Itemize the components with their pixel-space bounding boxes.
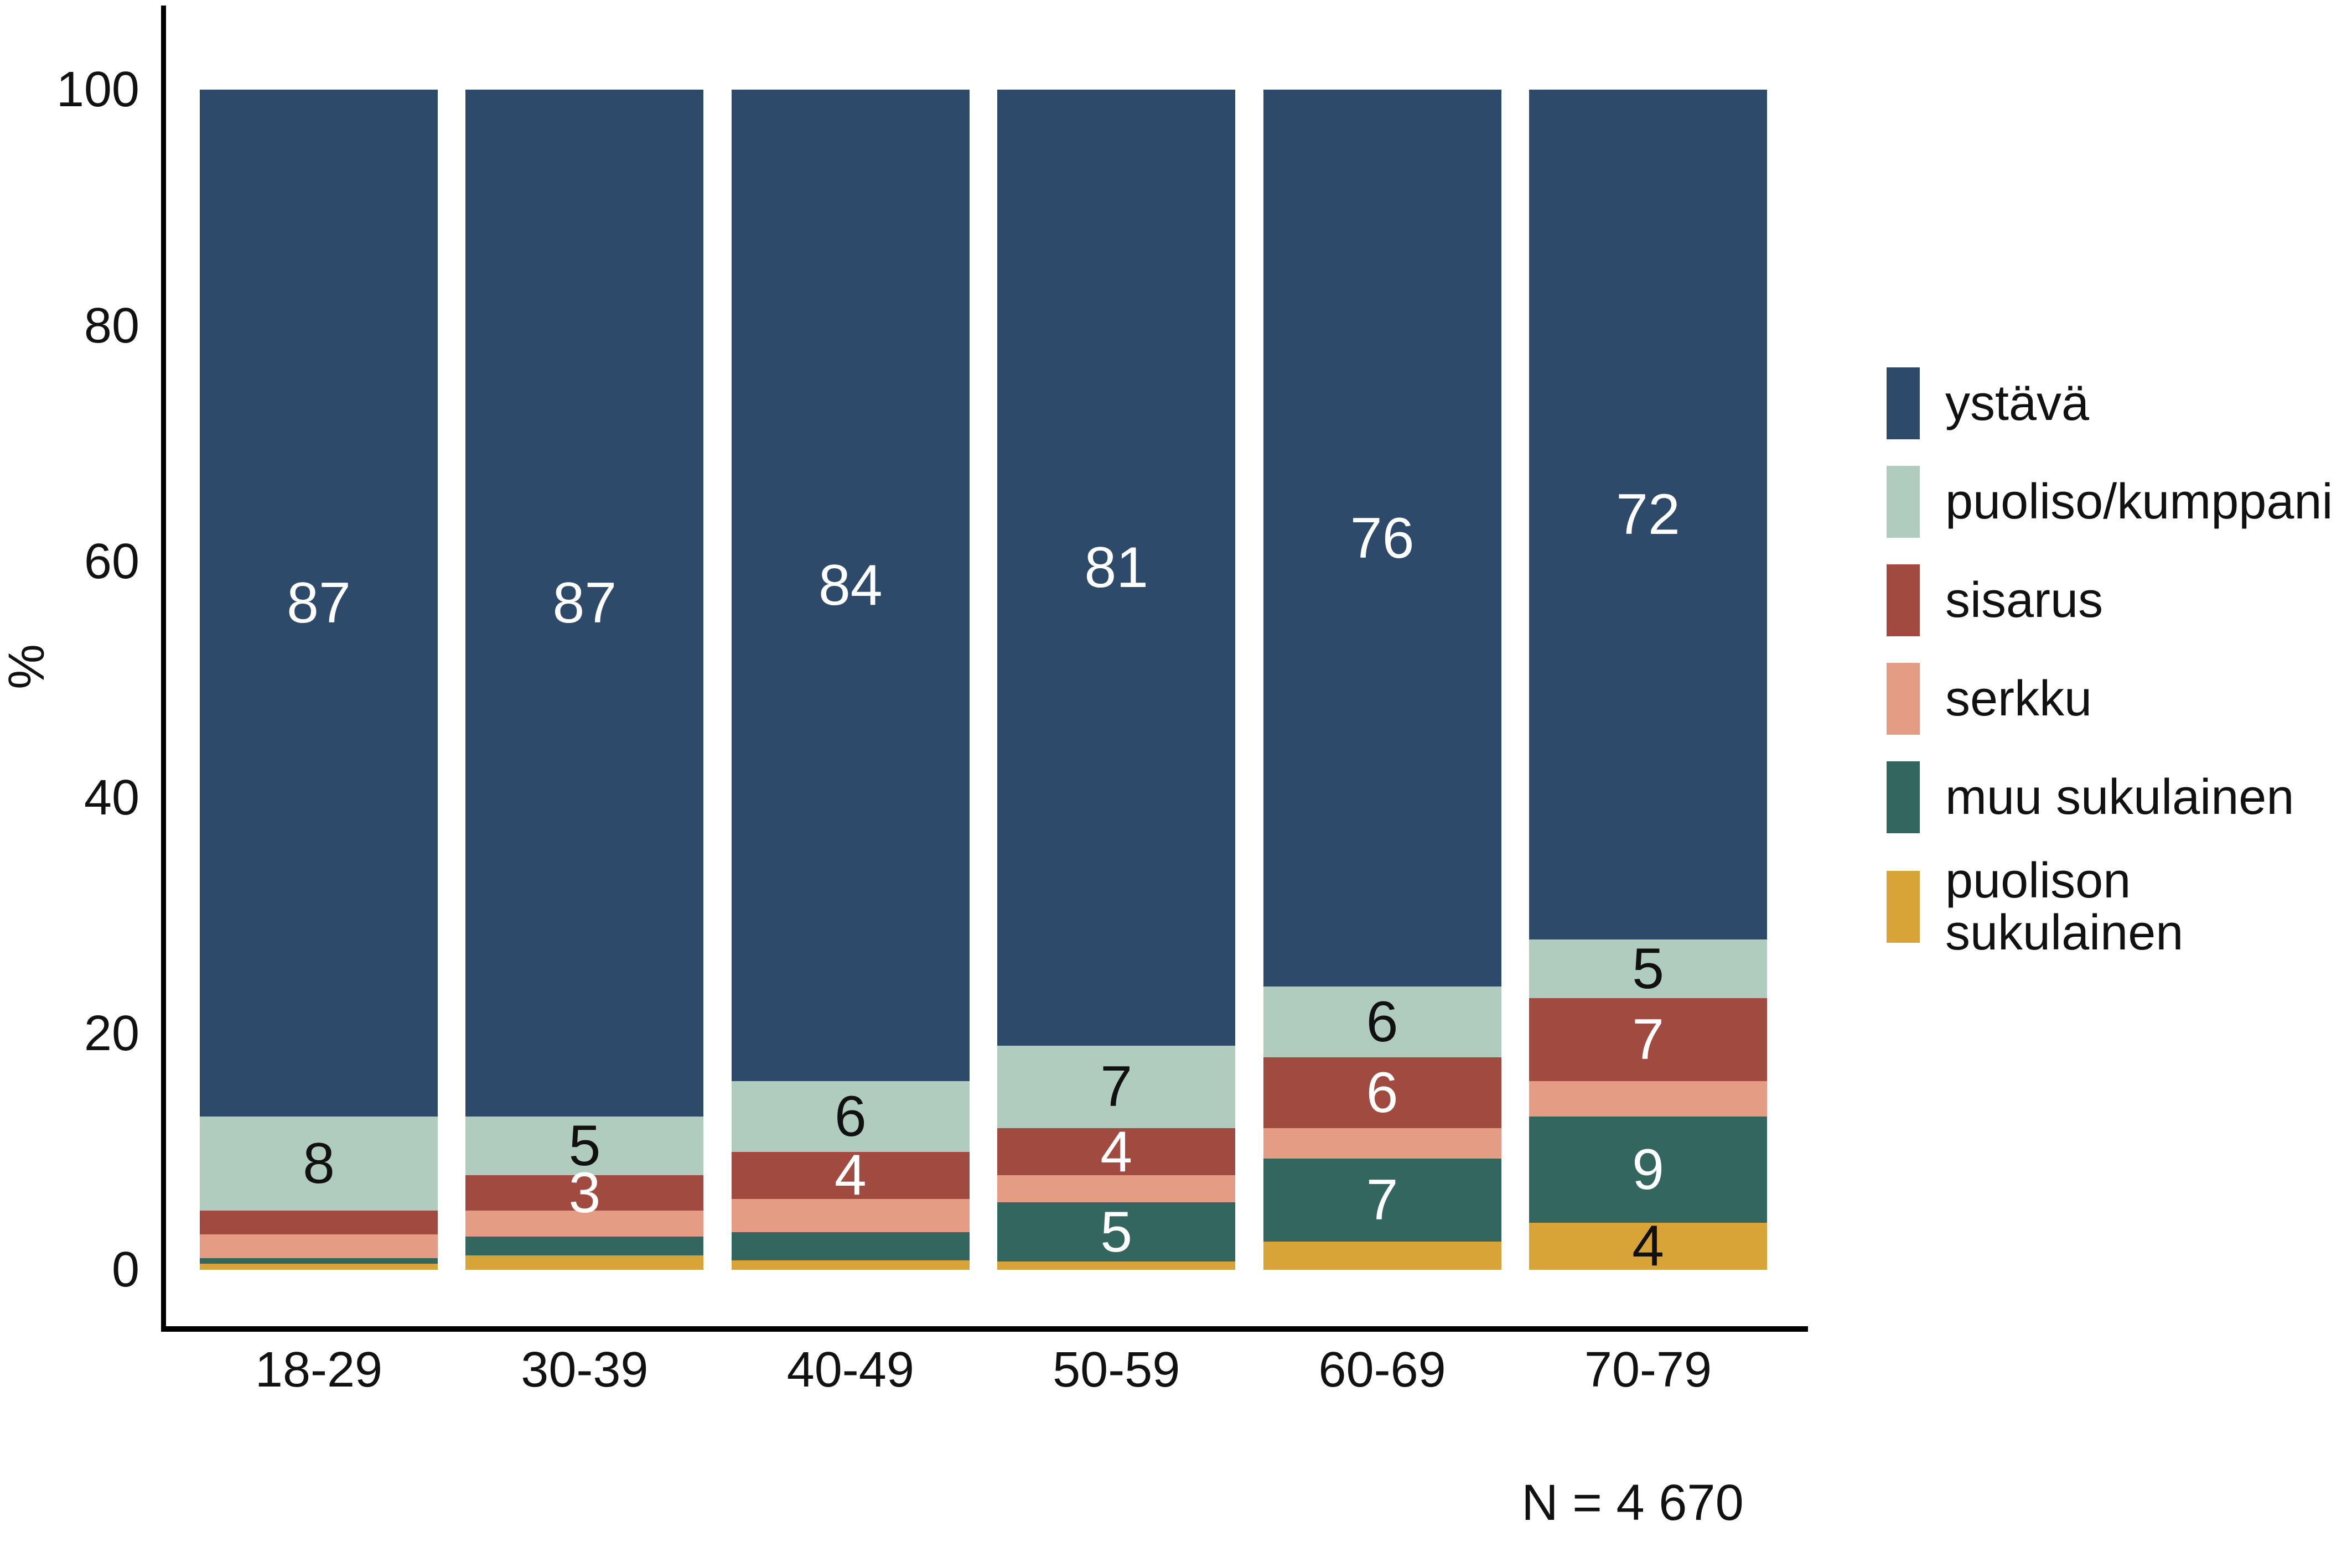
segment-serkku-50-59 [997, 1175, 1236, 1203]
segment-puolison-sukulainen-50-59 [997, 1261, 1236, 1270]
segment-value-label: 81 [1084, 535, 1149, 600]
legend-swatch-yst-v- [1887, 367, 1920, 439]
segment-value-label: 6 [1366, 990, 1398, 1055]
x-tick-label-18-29: 18-29 [255, 1342, 383, 1398]
segment-yst-v--30-39: 87 [465, 90, 704, 1117]
segment-puoliso-kumppani-50-59: 7 [997, 1045, 1236, 1129]
segment-puoliso-kumppani-30-39: 5 [465, 1114, 704, 1178]
segment-serkku-30-39 [465, 1211, 704, 1237]
y-axis-title: % [0, 644, 55, 689]
y-tick-label-40: 40 [84, 770, 139, 825]
legend-label-puolison-sukulainen: puolison sukulainen [1945, 853, 2184, 960]
segment-value-label: 84 [818, 553, 883, 617]
legend-label-yst-v-: ystävä [1945, 376, 2090, 431]
segment-yst-v--18-29: 87 [200, 90, 438, 1117]
segment-value-label: 9 [1632, 1137, 1664, 1202]
y-tick-label-0: 0 [111, 1242, 139, 1297]
segment-sisarus-40-49: 4 [731, 1146, 970, 1204]
segment-puoliso-kumppani-18-29: 8 [200, 1116, 438, 1211]
segment-value-label: 4 [1632, 1214, 1664, 1279]
segment-muu-sukulainen-18-29 [200, 1258, 438, 1264]
segment-value-label: 7 [1632, 1008, 1664, 1072]
segment-puolison-sukulainen-70-79: 4 [1529, 1217, 1767, 1275]
segment-value-label: 72 [1616, 482, 1680, 547]
segment-sisarus-30-39: 3 [465, 1164, 704, 1222]
x-tick-label-50-59: 50-59 [1053, 1342, 1180, 1398]
bar-60-69: 76 6 6 7 [1263, 90, 1501, 1270]
y-tick-label-80: 80 [84, 298, 139, 354]
segment-puolison-sukulainen-18-29 [200, 1264, 438, 1270]
segment-yst-v--50-59: 81 [997, 90, 1236, 1046]
y-tick-label-100: 100 [56, 62, 139, 117]
legend-label-puoliso-kumppani: puoliso/kumppani [1945, 474, 2333, 529]
segment-yst-v--60-69: 76 [1263, 90, 1501, 987]
y-tick-label-20: 20 [84, 1006, 139, 1062]
segment-muu-sukulainen-40-49 [731, 1232, 970, 1260]
segment-serkku-60-69 [1263, 1128, 1501, 1159]
bar-40-49: 84 6 4 [731, 90, 970, 1270]
segment-sisarus-60-69: 6 [1263, 1057, 1501, 1129]
segment-muu-sukulainen-50-59: 5 [997, 1200, 1236, 1264]
segment-value-label: 4 [834, 1143, 867, 1208]
segment-puolison-sukulainen-30-39 [465, 1255, 704, 1270]
segment-value-label: 87 [287, 570, 351, 635]
legend-swatch-puolison-sukulainen [1887, 871, 1920, 943]
bar-30-39: 87 5 3 [465, 90, 704, 1270]
bar-50-59: 81 7 4 5 [997, 90, 1236, 1270]
segment-puolison-sukulainen-60-69 [1263, 1241, 1501, 1270]
x-tick-label-30-39: 30-39 [521, 1342, 649, 1398]
segment-sisarus-70-79: 7 [1529, 998, 1767, 1081]
segment-value-label: 7 [1100, 1055, 1133, 1119]
segment-value-label: 5 [568, 1114, 601, 1178]
segment-value-label: 5 [1632, 937, 1664, 1001]
segment-sisarus-50-59: 4 [997, 1123, 1236, 1181]
y-axis-line [161, 6, 166, 1332]
segment-serkku-70-79 [1529, 1081, 1767, 1117]
x-axis-line [161, 1326, 1808, 1332]
segment-value-label: 6 [1366, 1061, 1398, 1125]
legend-label-muu-sukulainen: muu sukulainen [1945, 770, 2294, 825]
segment-sisarus-18-29 [200, 1211, 438, 1234]
segment-serkku-18-29 [200, 1234, 438, 1258]
segment-value-label: 87 [552, 570, 617, 635]
segment-yst-v--40-49: 84 [731, 90, 970, 1081]
sample-size-note: N = 4 670 [1521, 1474, 1744, 1531]
legend-swatch-muu-sukulainen [1887, 761, 1920, 833]
segment-muu-sukulainen-60-69: 7 [1263, 1159, 1501, 1242]
segment-yst-v--70-79: 72 [1529, 90, 1767, 939]
segment-value-label: 5 [1100, 1200, 1133, 1264]
segment-value-label: 8 [303, 1131, 335, 1196]
segment-puoliso-kumppani-70-79: 5 [1529, 939, 1767, 999]
segment-value-label: 76 [1350, 506, 1415, 570]
legend-swatch-serkku [1887, 663, 1920, 735]
segment-serkku-40-49 [731, 1199, 970, 1232]
y-tick-label-60: 60 [84, 534, 139, 590]
bar-18-29: 87 8 [200, 90, 438, 1270]
x-tick-label-70-79: 70-79 [1584, 1342, 1712, 1398]
segment-muu-sukulainen-70-79: 9 [1529, 1116, 1767, 1223]
segment-value-label: 6 [834, 1084, 867, 1149]
legend-label-sisarus: sisarus [1945, 573, 2104, 628]
x-tick-label-60-69: 60-69 [1318, 1342, 1446, 1398]
segment-puoliso-kumppani-60-69: 6 [1263, 987, 1501, 1058]
segment-puoliso-kumppani-40-49: 6 [731, 1081, 970, 1152]
bar-70-79: 72 5 7 9 4 [1529, 90, 1767, 1275]
legend-label-serkku: serkku [1945, 671, 2092, 726]
segment-value-label: 4 [1100, 1119, 1133, 1184]
segment-value-label: 7 [1366, 1168, 1398, 1233]
segment-muu-sukulainen-30-39 [465, 1237, 704, 1256]
legend-swatch-sisarus [1887, 564, 1920, 636]
x-tick-label-40-49: 40-49 [786, 1342, 914, 1398]
legend-swatch-puoliso-kumppani [1887, 466, 1920, 538]
segment-puolison-sukulainen-40-49 [731, 1260, 970, 1270]
